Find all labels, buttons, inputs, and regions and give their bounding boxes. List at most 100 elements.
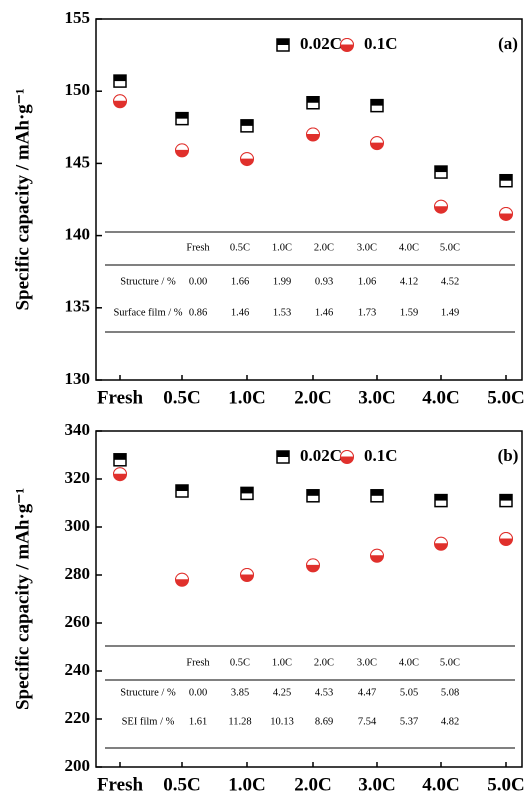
data-point [498, 532, 514, 546]
marker-half [112, 467, 128, 475]
table-header: 3.0C [357, 242, 377, 253]
table-cell: 0.00 [189, 687, 207, 698]
data-point [306, 96, 320, 110]
marker-half [498, 532, 514, 540]
legend-label: 0.02C [300, 446, 342, 465]
panel-label: (a) [498, 34, 518, 53]
marker-half [277, 39, 289, 45]
marker-half [114, 453, 126, 460]
x-tick-label: 5.0C [487, 387, 524, 408]
x-tick-label: 3.0C [358, 387, 395, 408]
table-header: 5.0C [440, 657, 460, 668]
table-header: Fresh [186, 657, 210, 668]
marker-half [305, 558, 321, 566]
table-cell: 3.85 [231, 687, 249, 698]
marker-half [339, 450, 355, 458]
table-cell: 11.28 [228, 716, 251, 727]
data-point [240, 486, 254, 501]
table-row-label: Structure / % [120, 687, 176, 698]
table-cell: 5.08 [441, 687, 459, 698]
table-row-label: Surface film / % [113, 307, 182, 318]
data-point [433, 536, 449, 551]
table-cell: 1.49 [441, 307, 459, 318]
data-point [112, 94, 128, 109]
table-cell: 1.53 [273, 307, 291, 318]
y-tick-label: 220 [65, 708, 91, 727]
marker-half [112, 94, 128, 102]
y-tick-label: 150 [65, 80, 91, 99]
y-tick-label: 145 [65, 152, 91, 171]
table-cell: 4.12 [400, 276, 418, 287]
marker-half [277, 451, 289, 457]
table-cell: 1.66 [231, 276, 249, 287]
data-point [239, 152, 255, 167]
legend-label: 0.02C [300, 34, 342, 53]
marker-half [241, 487, 253, 494]
marker-half [371, 99, 383, 106]
data-point [113, 453, 127, 467]
marker-half [500, 494, 512, 501]
y-axis-label: Specific capacity / mAh·g⁻¹ [12, 488, 33, 710]
table-cell: 1.61 [189, 716, 207, 727]
data-point [434, 493, 448, 508]
table-cell: 1.73 [358, 307, 376, 318]
data-point [499, 173, 513, 188]
data-point [369, 136, 385, 151]
x-tick-label: 0.5C [163, 387, 200, 408]
table-header: 3.0C [357, 657, 377, 668]
table-row-label: SEI film / % [122, 716, 175, 727]
table-cell: 4.82 [441, 716, 459, 727]
table-cell: 1.06 [358, 276, 376, 287]
x-tick-label: 1.0C [228, 387, 265, 408]
marker-half [371, 489, 383, 496]
x-tick-label: 5.0C [487, 774, 524, 795]
data-point [498, 206, 514, 221]
y-tick-label: 240 [65, 660, 91, 679]
y-tick-label: 260 [65, 612, 91, 631]
x-tick-label: 4.0C [422, 387, 459, 408]
y-tick-label: 155 [65, 8, 91, 27]
data-point [112, 467, 128, 482]
table-header: 2.0C [314, 242, 334, 253]
x-tick-label: 0.5C [163, 774, 200, 795]
marker-half [433, 536, 449, 545]
table-cell: 5.05 [400, 687, 418, 698]
chart: 200 220 240 260 280 300 320 340 Specific capacit… [12, 420, 524, 795]
marker-half [433, 199, 449, 208]
legend-label: 0.1C [364, 34, 398, 53]
marker-half [435, 494, 447, 501]
marker-half [241, 119, 253, 126]
table-header: 4.0C [399, 242, 419, 253]
marker-half [176, 485, 188, 491]
y-tick-label: 135 [65, 297, 91, 316]
table-header: 5.0C [440, 242, 460, 253]
data-point [240, 119, 254, 133]
table-cell: 0.00 [189, 276, 207, 287]
table-cell: 1.59 [400, 307, 418, 318]
table-cell: 4.53 [315, 687, 333, 698]
y-tick-label: 300 [65, 516, 91, 535]
table-header: 0.5C [230, 657, 250, 668]
data-point [369, 548, 385, 563]
table-header: Fresh [186, 242, 210, 253]
y-tick-label: 280 [65, 564, 91, 583]
marker-half [498, 206, 514, 215]
marker-half [369, 548, 385, 557]
marker-half [174, 572, 190, 581]
marker-half [435, 166, 447, 173]
y-tick-label: 200 [65, 756, 91, 775]
marker-half [307, 489, 319, 496]
data-point [306, 489, 320, 503]
marker-half [305, 127, 321, 136]
x-tick-label: 2.0C [294, 774, 331, 795]
y-axis-label: Specific capacity / mAh·g⁻¹ [12, 88, 33, 310]
data-point [175, 111, 189, 126]
data-point [174, 143, 190, 158]
table-cell: 5.37 [400, 716, 418, 727]
legend-marker [276, 38, 290, 52]
legend-marker [339, 450, 355, 464]
plot-frame [95, 18, 523, 381]
x-tick-label: Fresh [97, 774, 144, 795]
table-cell: 10.13 [270, 716, 294, 727]
